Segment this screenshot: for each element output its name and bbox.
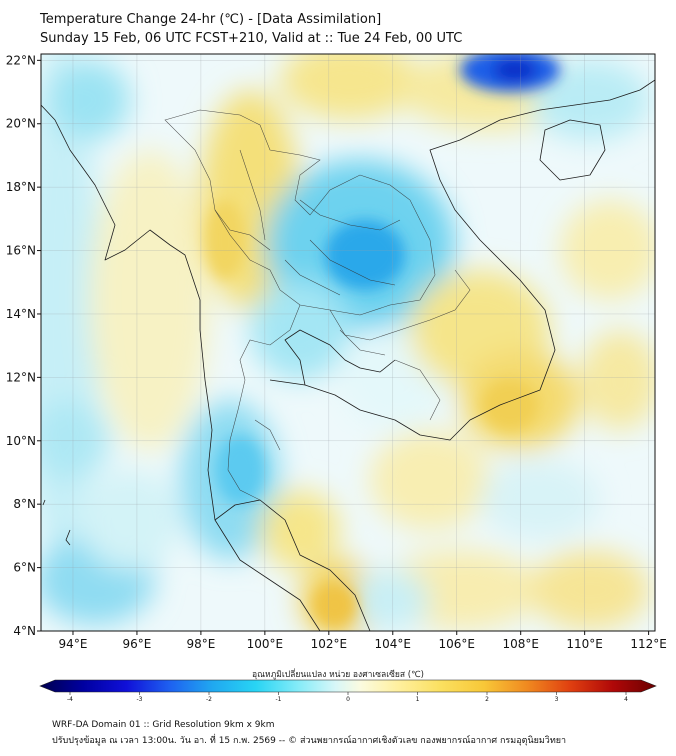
lon-tick-label: 98°E xyxy=(186,637,215,651)
lon-tick-label: 108°E xyxy=(502,637,539,651)
colorbar-tick-label: 0 xyxy=(346,696,350,703)
lat-tick-label: 10°N xyxy=(6,434,36,448)
colorbar-tick-label: -2 xyxy=(206,696,212,703)
colorbar-tick-label: -3 xyxy=(137,696,143,703)
coastlines xyxy=(41,79,655,631)
colorbar-tick-label: -4 xyxy=(67,696,73,703)
lat-tick-label: 20°N xyxy=(6,117,36,131)
colorbar-tick-label: 1 xyxy=(416,696,420,703)
colorbar-tick-label: -1 xyxy=(276,696,282,703)
lat-tick-label: 6°N xyxy=(13,561,36,575)
colorbar-ticks: -4 -3 -2 -1 0 1 2 3 4 xyxy=(67,692,628,703)
lon-tick-label: 104°E xyxy=(375,637,412,651)
temperature-field xyxy=(41,54,655,631)
map-subtitle: Sunday 15 Feb, 06 UTC FCST+210, Valid at… xyxy=(40,31,463,46)
lon-tick-label: 112°E xyxy=(630,637,667,651)
lat-tick-label: 22°N xyxy=(6,53,36,67)
lon-tick-label: 96°E xyxy=(123,637,152,651)
lon-tick-label: 100°E xyxy=(247,637,284,651)
lat-tick-label: 18°N xyxy=(6,180,36,194)
map-frame xyxy=(40,53,656,632)
lon-tick-label: 94°E xyxy=(59,637,88,651)
lat-tick-label: 16°N xyxy=(6,244,36,258)
colorbar-label: อุณหภูมิเปลี่ยนแปลง หน่วย องศาเซลเซียส (… xyxy=(252,670,424,680)
footer-credits: ปรับปรุงข้อมูล ณ เวลา 13:00น. วัน อา. ที… xyxy=(52,736,567,746)
colorbar-tick-label: 2 xyxy=(485,696,489,703)
country-borders xyxy=(164,109,471,501)
lon-tick-label: 102°E xyxy=(311,637,348,651)
lat-tick-label: 12°N xyxy=(6,370,36,384)
lat-tick-label: 14°N xyxy=(6,307,36,321)
colorbar-gradient xyxy=(39,679,657,693)
lon-tick-label: 106°E xyxy=(438,637,475,651)
colorbar: -4 -3 -2 -1 0 1 2 3 4 xyxy=(39,679,657,703)
footer-model-info: WRF-DA Domain 01 :: Grid Resolution 9km … xyxy=(52,720,275,730)
map-title: Temperature Change 24-hr (℃) - [Data Ass… xyxy=(40,12,382,27)
lat-tick-label: 4°N xyxy=(13,624,36,638)
lat-tick-label: 8°N xyxy=(13,497,36,511)
lon-tick-label: 110°E xyxy=(566,637,603,651)
colorbar-tick-label: 3 xyxy=(555,696,559,703)
colorbar-tick-label: 4 xyxy=(624,696,628,703)
longitude-axis: 94°E 96°E 98°E 100°E 102°E 104°E 106°E 108°E 110… xyxy=(59,631,667,651)
latitude-axis: 22°N 20°N 18°N 16°N 14°N 12°N 10°N 8°N 6°N 4°N xyxy=(6,53,41,638)
